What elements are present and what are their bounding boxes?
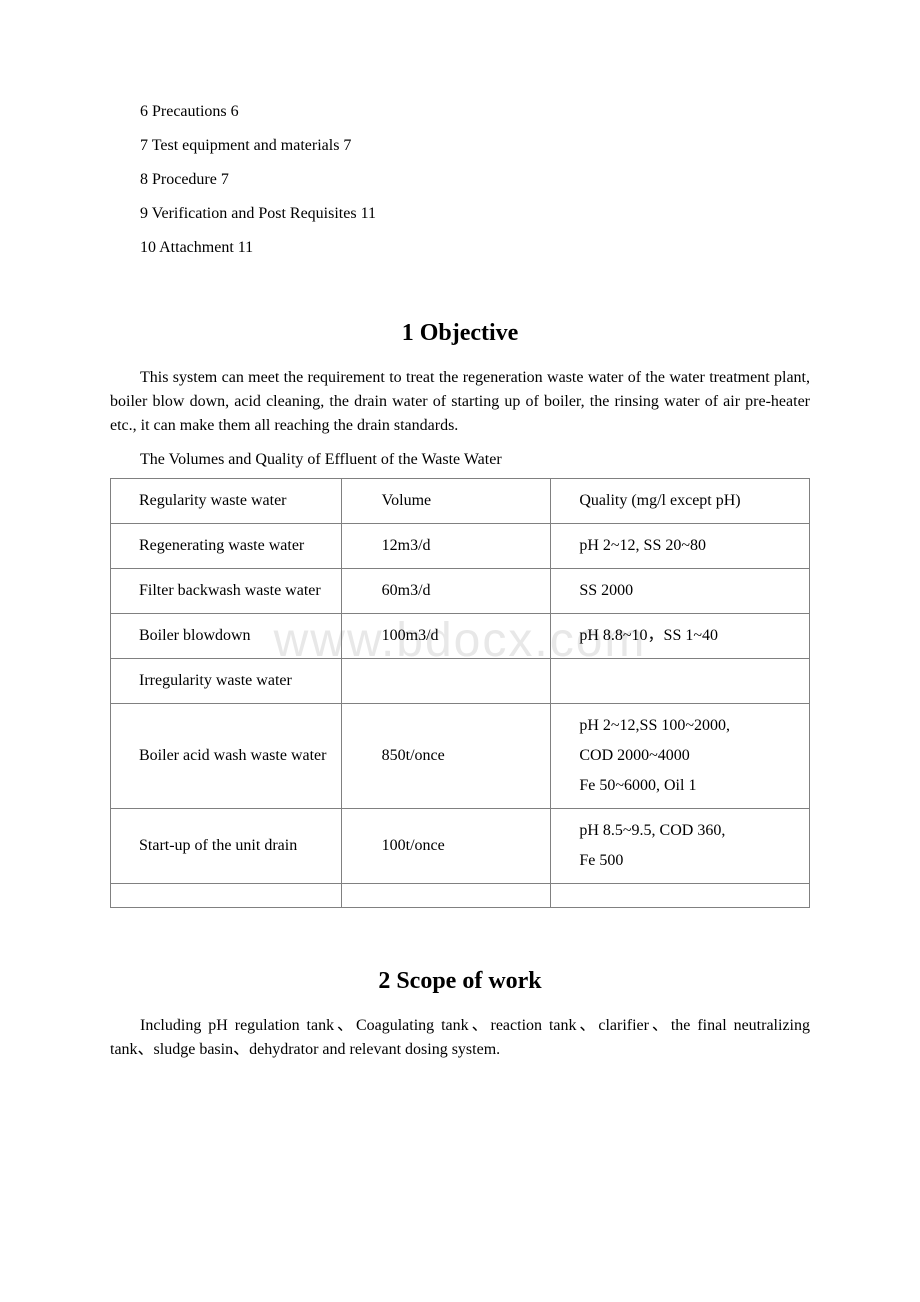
table-cell: Filter backwash waste water (111, 569, 342, 614)
table-cell: pH 8.8~10，SS 1~40 (551, 614, 810, 659)
table-cell: Quality (mg/l except pH) (551, 479, 810, 524)
table-cell: Start-up of the unit drain (111, 809, 342, 884)
table-cell: Boiler acid wash waste water (111, 704, 342, 809)
cell-line: Fe 500 (579, 849, 799, 873)
table-cell (111, 884, 342, 908)
table-cell: 12m3/d (341, 524, 551, 569)
table-cell (341, 884, 551, 908)
paragraph: Including pH regulation tank、Coagulating… (110, 1014, 810, 1062)
cell-line: pH 2~12,SS 100~2000, (579, 714, 799, 738)
table-cell: pH 2~12, SS 20~80 (551, 524, 810, 569)
toc-list: 6 Precautions 6 7 Test equipment and mat… (110, 100, 810, 260)
table-cell (341, 659, 551, 704)
table-cell (551, 884, 810, 908)
table-cell: SS 2000 (551, 569, 810, 614)
toc-item: 6 Precautions 6 (110, 100, 810, 124)
table-cell: 100m3/d (341, 614, 551, 659)
table-row: Regularity waste water Volume Quality (m… (111, 479, 810, 524)
cell-line: Fe 50~6000, Oil 1 (579, 774, 799, 798)
table-cell: Regularity waste water (111, 479, 342, 524)
toc-item: 7 Test equipment and materials 7 (110, 134, 810, 158)
table-cell (551, 659, 810, 704)
cell-line: COD 2000~4000 (579, 744, 799, 768)
table-row (111, 884, 810, 908)
table-row: Boiler blowdown 100m3/d pH 8.8~10，SS 1~4… (111, 614, 810, 659)
table-row: Boiler acid wash waste water 850t/once p… (111, 704, 810, 809)
table-cell: pH 8.5~9.5, COD 360, Fe 500 (551, 809, 810, 884)
section-heading-objective: 1 Objective (110, 315, 810, 351)
table-row: Start-up of the unit drain 100t/once pH … (111, 809, 810, 884)
table-cell: Regenerating waste water (111, 524, 342, 569)
table-cell: Boiler blowdown (111, 614, 342, 659)
table-row: Regenerating waste water 12m3/d pH 2~12,… (111, 524, 810, 569)
table-cell: 100t/once (341, 809, 551, 884)
table-cell: pH 2~12,SS 100~2000, COD 2000~4000 Fe 50… (551, 704, 810, 809)
table-row: Filter backwash waste water 60m3/d SS 20… (111, 569, 810, 614)
cell-line: pH 8.5~9.5, COD 360, (579, 819, 799, 843)
toc-item: 9 Verification and Post Requisites 11 (110, 202, 810, 226)
toc-item: 8 Procedure 7 (110, 168, 810, 192)
table-row: Irregularity waste water (111, 659, 810, 704)
waste-water-table: Regularity waste water Volume Quality (m… (110, 478, 810, 908)
table-cell: 60m3/d (341, 569, 551, 614)
table-caption: The Volumes and Quality of Effluent of t… (110, 448, 810, 472)
paragraph: This system can meet the requirement to … (110, 366, 810, 438)
section-heading-scope: 2 Scope of work (110, 963, 810, 999)
toc-item: 10 Attachment 11 (110, 236, 810, 260)
table-cell: 850t/once (341, 704, 551, 809)
table-cell: Irregularity waste water (111, 659, 342, 704)
table-cell: Volume (341, 479, 551, 524)
